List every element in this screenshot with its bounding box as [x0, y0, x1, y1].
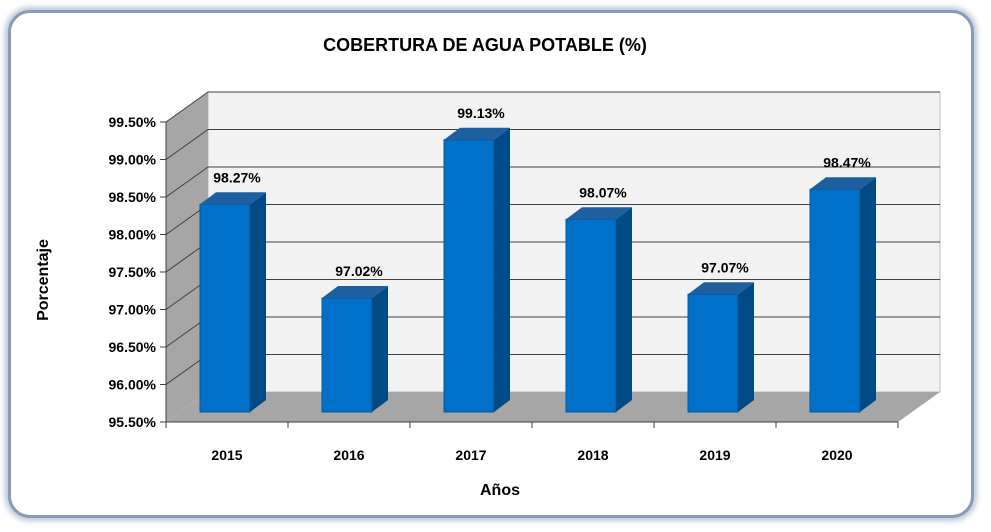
axes: 95.50% 96.00% 96.50% 97.00% 97.50% 98.00% 98.5… [109, 114, 899, 430]
y-tick-label: 97.00% [109, 302, 157, 318]
data-label: 98.47% [823, 154, 871, 170]
y-tick-label: 96.00% [109, 377, 157, 393]
bar-side [372, 286, 388, 412]
bar-side [616, 207, 632, 412]
x-tick-label: 2017 [455, 447, 486, 463]
bar-top [200, 192, 266, 205]
bar-top [444, 127, 510, 140]
x-tick-label: 2018 [577, 447, 608, 463]
bar-front [687, 293, 739, 413]
bar-front [565, 218, 617, 413]
bar-front [321, 297, 373, 413]
bar-front [443, 139, 495, 413]
bar-side [494, 127, 510, 412]
y-tick-label: 97.50% [109, 264, 157, 280]
bar-front [809, 188, 861, 413]
bar-top [566, 207, 632, 220]
chart-title: COBERTURA DE AGUA POTABLE (%) [323, 35, 647, 55]
bar-top [322, 286, 388, 298]
data-label: 98.27% [213, 169, 261, 185]
bar [321, 286, 388, 413]
bar-top [688, 282, 754, 295]
y-axis-title: Porcentaje [35, 239, 52, 321]
x-tick-label: 2015 [211, 447, 242, 463]
data-label: 97.07% [701, 259, 749, 275]
bar-side [738, 282, 754, 412]
bar [199, 192, 266, 413]
data-label: 97.02% [335, 263, 383, 279]
side-gridline [165, 166, 209, 198]
bars [199, 127, 876, 413]
labels: 98.27% 2015 97.02% 2016 99.13% 2017 98.07% 2018… [211, 105, 871, 463]
y-tick-label: 98.00% [109, 227, 157, 243]
side-gridline [165, 129, 209, 160]
bar [687, 282, 754, 413]
x-axis-title: Años [480, 482, 520, 499]
side-gridline [165, 91, 209, 123]
y-tick-label: 99.00% [109, 152, 157, 168]
bar [443, 127, 510, 413]
y-tick-label: 95.50% [109, 414, 157, 430]
x-tick-label: 2020 [821, 447, 852, 463]
data-label: 99.13% [457, 105, 505, 121]
bar [565, 207, 632, 413]
bar-side [250, 192, 266, 412]
bar-front [199, 203, 251, 413]
bar-top [810, 177, 876, 190]
y-tick-label: 98.50% [109, 189, 157, 205]
bar-side [860, 177, 876, 412]
y-tick-label: 99.50% [109, 114, 157, 130]
data-label: 98.07% [579, 184, 627, 200]
y-tick-label: 96.50% [109, 339, 157, 355]
x-tick-label: 2016 [333, 447, 364, 463]
bar [809, 177, 876, 413]
x-tick-label: 2019 [699, 447, 730, 463]
